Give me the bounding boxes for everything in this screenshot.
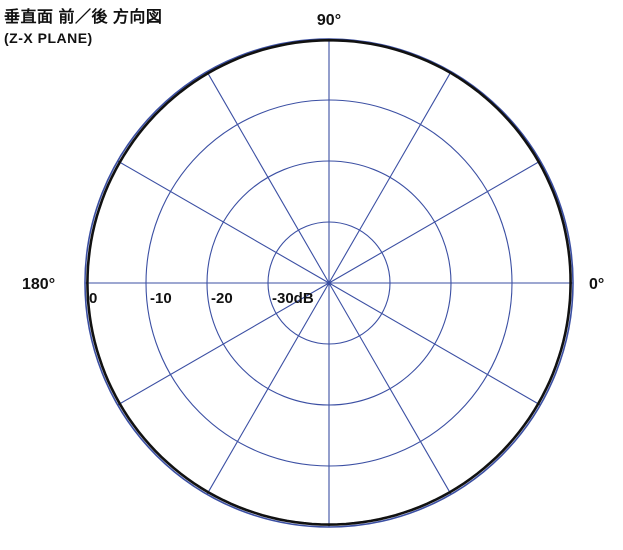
chart-labels: 90°180°0°270°0-10-20-30dB [22, 12, 604, 307]
pattern-point [537, 402, 540, 405]
pattern-point [327, 523, 331, 526]
pattern-point [449, 71, 452, 74]
pattern-point [327, 39, 331, 42]
grid-spoke [117, 160, 330, 284]
polar-grid [84, 38, 574, 528]
pattern-point [206, 72, 210, 75]
radial-label: -10 [150, 290, 172, 307]
pattern-point [86, 281, 89, 285]
radial-label: -30dB [272, 290, 314, 307]
grid-spoke [206, 282, 330, 495]
grid-spoke [328, 71, 452, 284]
pattern-point [118, 161, 122, 164]
angle-label-90: 90° [317, 12, 341, 29]
pattern-point [569, 281, 572, 285]
chart-title: 垂直面 前／後 方向図 [4, 9, 163, 26]
grid-spoke [328, 282, 452, 495]
radiation-pattern [86, 38, 572, 526]
grid-spoke [206, 71, 330, 284]
angle-label-180: 180° [22, 276, 55, 293]
pattern-point [537, 160, 540, 164]
pattern-point [448, 491, 451, 494]
chart-subtitle: (Z-X PLANE) [4, 30, 93, 46]
pattern-point [207, 491, 210, 494]
grid-spoke [117, 282, 330, 406]
grid-spoke [328, 282, 541, 406]
pattern-point [118, 402, 122, 405]
grid-spoke [328, 160, 541, 284]
angle-label-0: 0° [589, 276, 604, 293]
radial-label: -20 [211, 290, 233, 307]
radial-label: 0 [89, 290, 97, 307]
